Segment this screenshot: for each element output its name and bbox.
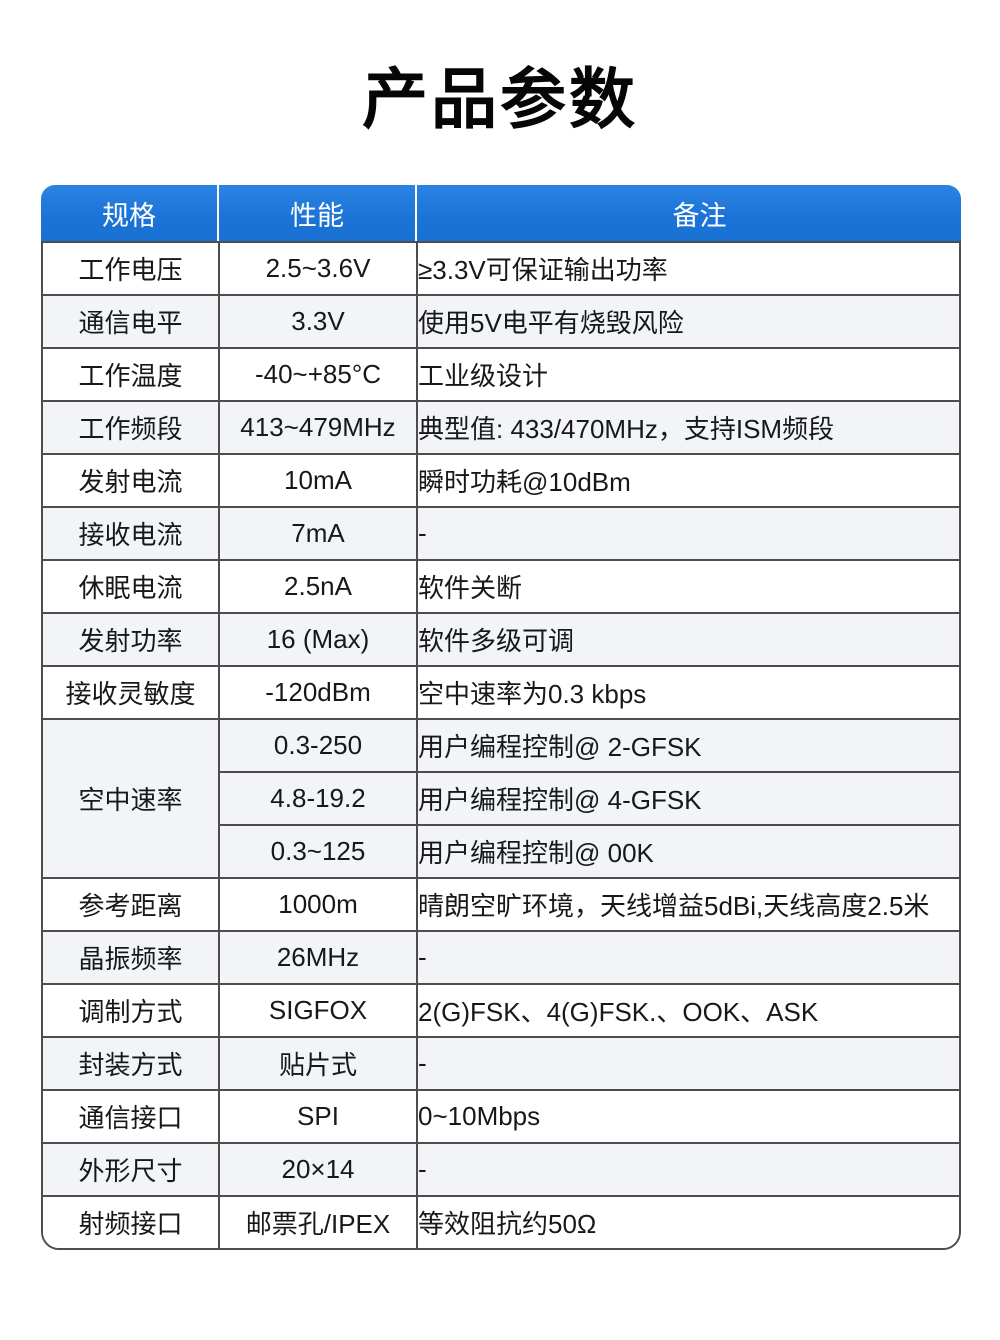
performance-cell: 3.3V (218, 294, 418, 349)
spec-cell: 接收电流 (43, 506, 220, 561)
remark-cell: 使用5V电平有烧毁风险 (416, 294, 959, 349)
spec-cell: 接收灵敏度 (43, 665, 220, 720)
table-row: 封装方式 贴片式 - (43, 1036, 959, 1091)
spec-table-body: 工作电压 2.5~3.6V ≥3.3V可保证输出功率 通信电平 3.3V 使用5V电平有烧… (43, 243, 959, 1248)
table-row: 通信电平 3.3V 使用5V电平有烧毁风险 (43, 294, 959, 349)
table-row: 工作频段 413~479MHz 典型值: 433/470MHz，支持ISM频段 (43, 400, 959, 455)
spec-cell: 射频接口 (43, 1195, 220, 1248)
table-row: 4.8-19.2 用户编程控制@ 4-GFSK (43, 771, 959, 826)
performance-cell: 4.8-19.2 (219, 771, 418, 826)
remark-cell: 0~10Mbps (416, 1089, 959, 1144)
performance-cell: 2.5nA (218, 559, 418, 614)
performance-cell-highlight: 16 (Max) (218, 612, 418, 667)
performance-cell: 10mA (218, 453, 418, 508)
remark-cell: 典型值: 433/470MHz，支持ISM频段 (416, 400, 959, 455)
remark-cell: - (416, 506, 959, 561)
performance-cell: 0.3-250 (218, 718, 418, 773)
remark-cell: - (416, 1142, 959, 1197)
table-row: 工作温度 -40~+85°C 工业级设计 (43, 347, 959, 402)
spec-cell: 发射功率 (43, 612, 220, 667)
performance-cell: 0.3~125 (219, 824, 418, 879)
remark-cell: 用户编程控制@ 00K (416, 824, 959, 879)
page-title: 产品参数 (362, 62, 638, 136)
spec-cell: 工作电压 (43, 243, 220, 296)
table-row: 发射功率 16 (Max) 软件多级可调 (43, 612, 959, 667)
spec-cell: 参考距离 (43, 877, 220, 932)
spec-cell: 通信电平 (43, 294, 220, 349)
remark-cell: 用户编程控制@ 4-GFSK (416, 771, 959, 826)
table-row: 调制方式 SIGFOX 2(G)FSK、4(G)FSK.、OOK、ASK (43, 983, 959, 1038)
remark-cell: ≥3.3V可保证输出功率 (416, 243, 959, 296)
table-row: 工作电压 2.5~3.6V ≥3.3V可保证输出功率 (43, 243, 959, 296)
spec-cell: 通信接口 (43, 1089, 220, 1144)
spec-table: 规格 性能 备注 工作电压 2.5~3.6V ≥3.3V可保证输出功率 通信电平 3.3… (41, 185, 961, 1250)
table-row: 空中速率 0.3-250 用户编程控制@ 2-GFSK (43, 718, 959, 879)
spec-cell: 发射电流 (43, 453, 220, 508)
spec-cell: 休眠电流 (43, 559, 220, 614)
spec-cell: 工作频段 (43, 400, 220, 455)
performance-cell: 20×14 (218, 1142, 418, 1197)
spec-cell: 晶振频率 (43, 930, 220, 985)
table-row: 发射电流 10mA 瞬时功耗@10dBm (43, 453, 959, 508)
table-row: 射频接口 邮票孔/IPEX 等效阻抗约50Ω (43, 1195, 959, 1248)
remark-cell: 工业级设计 (416, 347, 959, 402)
remark-cell: 软件关断 (416, 559, 959, 614)
remark-cell: 晴朗空旷环境，天线增益5dBi,天线高度2.5米 (416, 877, 959, 932)
table-row: 通信接口 SPI 0~10Mbps (43, 1089, 959, 1144)
performance-cell: 邮票孔/IPEX (218, 1195, 418, 1248)
performance-cell: -40~+85°C (218, 347, 418, 402)
performance-cell: 26MHz (218, 930, 418, 985)
spec-cell: 空中速率 (43, 718, 220, 879)
spec-table-grid: 工作电压 2.5~3.6V ≥3.3V可保证输出功率 通信电平 3.3V 使用5V电平有烧… (43, 243, 959, 1248)
remark-cell: - (416, 1036, 959, 1091)
remark-cell: 空中速率为0.3 kbps (416, 665, 959, 720)
table-row: 0.3~125 用户编程控制@ 00K (43, 824, 959, 879)
performance-cell: SIGFOX (218, 983, 418, 1038)
column-header-performance: 性能 (219, 185, 417, 241)
remark-cell: 等效阻抗约50Ω (416, 1195, 959, 1248)
remark-cell: 瞬时功耗@10dBm (416, 453, 959, 508)
column-header-spec: 规格 (41, 185, 219, 241)
table-row: 晶振频率 26MHz - (43, 930, 959, 985)
table-row: 休眠电流 2.5nA 软件关断 (43, 559, 959, 614)
spec-cell: 外形尺寸 (43, 1142, 220, 1197)
table-body-frame: 工作电压 2.5~3.6V ≥3.3V可保证输出功率 通信电平 3.3V 使用5V电平有烧… (41, 241, 961, 1250)
table-row: 参考距离 1000m 晴朗空旷环境，天线增益5dBi,天线高度2.5米 (43, 877, 959, 932)
spec-cell: 封装方式 (43, 1036, 220, 1091)
remark-cell: 用户编程控制@ 2-GFSK (416, 718, 959, 773)
performance-cell: -120dBm (218, 665, 418, 720)
table-row: 接收灵敏度 -120dBm 空中速率为0.3 kbps (43, 665, 959, 720)
performance-cell: SPI (218, 1089, 418, 1144)
spec-cell: 调制方式 (43, 983, 220, 1038)
remark-cell: - (416, 930, 959, 985)
remark-cell: 2(G)FSK、4(G)FSK.、OOK、ASK (416, 983, 959, 1038)
table-header-row: 规格 性能 备注 (41, 185, 961, 241)
table-row: 接收电流 7mA - (43, 506, 959, 561)
table-row: 外形尺寸 20×14- (43, 1142, 959, 1197)
performance-cell: 贴片式 (218, 1036, 418, 1091)
performance-cell: 413~479MHz (218, 400, 418, 455)
performance-cell: 7mA (218, 506, 418, 561)
remark-cell: 软件多级可调 (416, 612, 959, 667)
performance-cell-highlight: 1000m (218, 877, 418, 932)
spec-cell: 工作温度 (43, 347, 220, 402)
column-header-remark: 备注 (672, 200, 727, 231)
performance-cell: 2.5~3.6V (218, 243, 418, 296)
